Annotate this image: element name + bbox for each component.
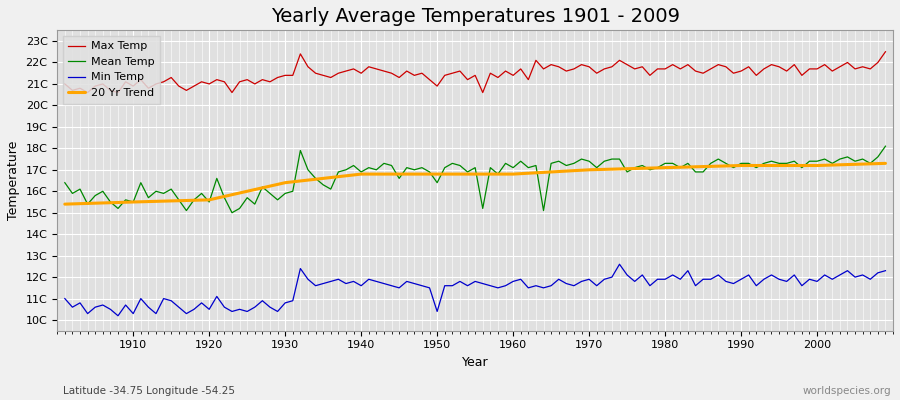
Mean Temp (121, 198, 131, 202)
X-axis label: Year: Year (462, 356, 489, 369)
Min Temp (128, 311, 139, 316)
Min Temp (614, 262, 625, 267)
20 Yr Trend (59, 202, 70, 206)
Line: 20 Yr Trend: 20 Yr Trend (65, 163, 886, 204)
Min Temp (295, 266, 306, 271)
Max Temp (128, 84, 139, 88)
Min Temp (880, 268, 891, 273)
20 Yr Trend (880, 161, 891, 166)
20 Yr Trend (356, 172, 366, 176)
20 Yr Trend (128, 200, 139, 204)
Line: Min Temp: Min Temp (65, 264, 886, 316)
Line: Mean Temp: Mean Temp (65, 146, 886, 213)
Min Temp (607, 275, 617, 280)
20 Yr Trend (432, 172, 443, 176)
Min Temp (508, 279, 518, 284)
20 Yr Trend (203, 198, 214, 202)
Min Temp (516, 277, 526, 282)
Min Temp (59, 296, 70, 301)
Max Temp (295, 52, 306, 56)
Max Temp (880, 49, 891, 54)
20 Yr Trend (280, 180, 291, 185)
Text: worldspecies.org: worldspecies.org (803, 386, 891, 396)
Mean Temp (59, 180, 70, 185)
Mean Temp (508, 165, 518, 170)
Mean Temp (340, 167, 351, 172)
20 Yr Trend (812, 163, 823, 168)
Mean Temp (295, 148, 306, 153)
Legend: Max Temp, Mean Temp, Min Temp, 20 Yr Trend: Max Temp, Mean Temp, Min Temp, 20 Yr Tre… (63, 36, 159, 104)
Max Temp (508, 73, 518, 78)
Max Temp (340, 69, 351, 74)
Text: Latitude -34.75 Longitude -54.25: Latitude -34.75 Longitude -54.25 (63, 386, 235, 396)
Mean Temp (227, 210, 238, 215)
Mean Temp (880, 144, 891, 148)
Min Temp (112, 313, 123, 318)
Max Temp (82, 90, 93, 95)
Max Temp (607, 64, 617, 69)
Max Temp (59, 82, 70, 86)
Title: Yearly Average Temperatures 1901 - 2009: Yearly Average Temperatures 1901 - 2009 (271, 7, 680, 26)
Mean Temp (607, 157, 617, 162)
Max Temp (516, 66, 526, 71)
Mean Temp (516, 159, 526, 164)
20 Yr Trend (660, 165, 670, 170)
Y-axis label: Temperature: Temperature (7, 141, 20, 220)
20 Yr Trend (584, 167, 595, 172)
Min Temp (340, 281, 351, 286)
20 Yr Trend (735, 163, 746, 168)
Line: Max Temp: Max Temp (65, 52, 886, 92)
20 Yr Trend (508, 172, 518, 176)
